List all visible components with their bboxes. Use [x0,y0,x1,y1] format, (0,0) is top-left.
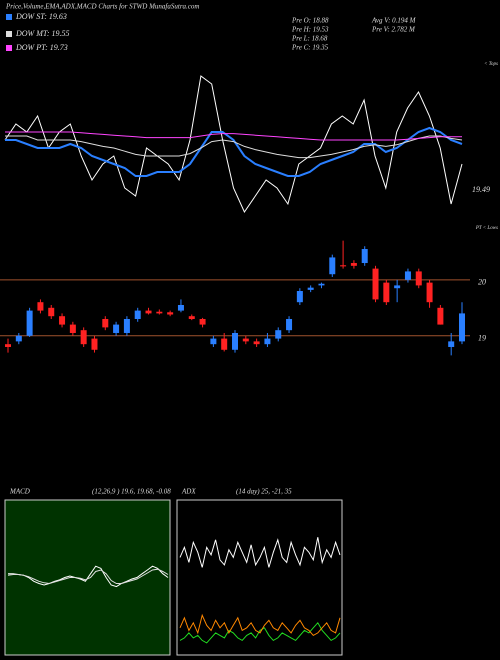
candle-body [426,282,433,303]
series-line [8,565,169,588]
candle-body [459,313,465,342]
candle-body [91,338,98,350]
candle-body [5,344,11,347]
stat: Pre L: 18.68 [291,35,328,43]
legend-swatch [6,31,12,37]
candle-body [102,318,109,328]
candle-body [286,318,293,331]
candle-body [177,305,184,311]
series-line [5,126,463,177]
candle-body [340,265,347,267]
stat: Pre C: 19.35 [291,44,329,52]
candle-body [113,324,120,333]
candle-body [253,341,260,345]
candle-body [145,310,152,314]
tops-label: < Tops [484,62,498,67]
series-line [179,537,341,568]
macd-params: (12,26,9 ) 19.6, 19.68, -0.08 [92,488,171,496]
candle-body [242,338,249,342]
candle-body [394,285,401,289]
candle-body [350,263,357,266]
candle-body [296,291,303,303]
lows-label: PT < Lows [475,226,498,231]
macd-title: MACD [9,488,30,496]
candle-body [123,318,130,333]
candle-body [361,249,368,264]
candle-body [318,283,325,286]
y-tick-label: 20 [478,278,486,287]
page-title: Price,Volume,EMA,ADX,MACD Charts for STW… [5,3,199,11]
candle-body [134,310,141,319]
adx-title: ADX [181,488,196,496]
legend-entry: DOW MT: 19.55 [15,29,70,38]
candle-body [26,310,33,336]
candle-body [48,307,55,317]
last-price: 19.49 [472,185,490,194]
stat: Avg V: 0.194 M [371,17,417,25]
candle-body [404,271,411,280]
stat: Pre O: 18.88 [291,17,329,25]
candle-body [69,324,76,333]
candle-body [264,338,271,345]
candle-body [275,330,282,339]
candle-body [199,318,206,325]
stat: Pre V: 2.782 M [371,26,416,34]
series-line [5,135,463,159]
candle-body [15,335,22,342]
y-tick-label: 19 [478,334,486,343]
candle-body [307,287,314,290]
series-line [4,75,463,214]
stat: Pre H: 19.53 [291,26,329,34]
candle-body [437,307,444,325]
candle-body [167,312,174,315]
candle-body [210,338,217,345]
candle-body [232,332,238,350]
candle-body [329,257,336,275]
series-line [179,613,341,637]
legend-entry: DOW PT: 19.73 [15,43,68,52]
adx-params: (14 day) 25, -21, 35 [236,488,292,496]
series-line [179,621,341,644]
legend-swatch [6,14,12,20]
candle-body [37,302,44,311]
legend-swatch [6,45,12,51]
candle-body [188,316,195,319]
candle-body [80,330,87,345]
candle-body [448,341,455,347]
candle-body [59,316,66,325]
series-line [5,131,462,141]
adx-panel [176,499,343,656]
candle-body [156,311,163,314]
series-line [7,568,169,585]
candle-body [383,282,390,303]
candle-body [372,268,379,300]
candle-body [221,338,228,350]
candle-body [415,271,422,286]
legend-entry: DOW ST: 19.63 [15,12,67,21]
